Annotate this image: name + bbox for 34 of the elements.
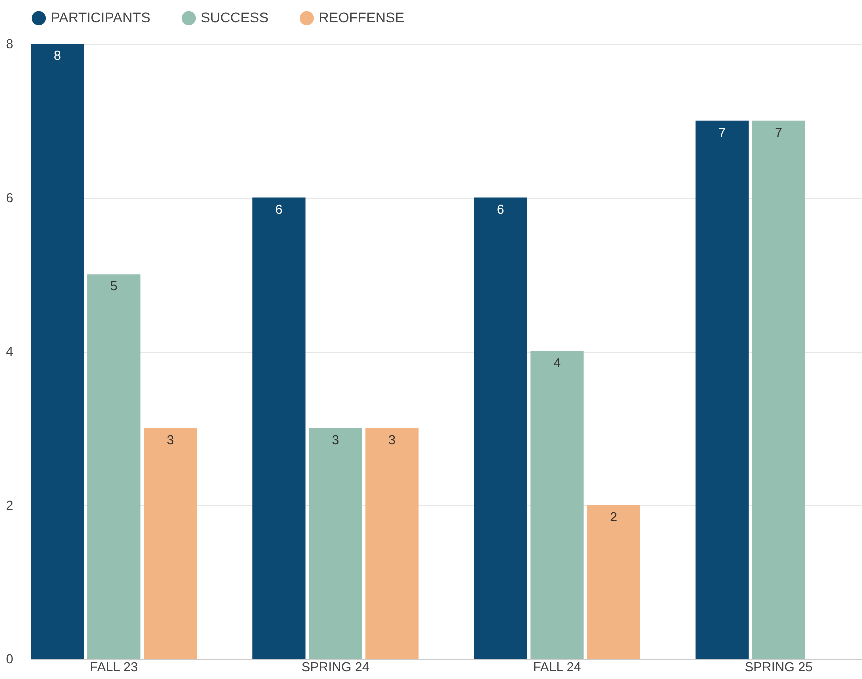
bar bbox=[366, 428, 419, 659]
data-label: 3 bbox=[332, 432, 340, 448]
bar bbox=[31, 44, 84, 659]
data-label: 6 bbox=[497, 202, 504, 217]
data-label: 2 bbox=[610, 509, 618, 524]
legend-label: PARTICIPANTS bbox=[51, 9, 151, 26]
x-tick-label: FALL 23 bbox=[90, 660, 138, 674]
bar bbox=[587, 505, 640, 659]
y-tick-label: 4 bbox=[6, 344, 14, 359]
legend-label: REOFFENSE bbox=[319, 9, 405, 26]
x-tick-label: FALL 24 bbox=[533, 660, 582, 674]
bar bbox=[88, 274, 141, 659]
x-tick-label: SPRING 24 bbox=[302, 660, 370, 674]
data-label: 3 bbox=[167, 432, 174, 448]
bar bbox=[696, 120, 749, 659]
y-tick-label: 2 bbox=[6, 498, 14, 513]
data-label: 5 bbox=[110, 278, 118, 294]
data-label: 6 bbox=[276, 202, 283, 217]
bar bbox=[252, 198, 306, 659]
legend-label: SUCCESS bbox=[201, 9, 269, 26]
bar bbox=[474, 198, 528, 659]
y-tick-label: 8 bbox=[6, 36, 14, 52]
data-label: 4 bbox=[554, 356, 561, 370]
bar bbox=[530, 352, 584, 659]
data-label: 3 bbox=[388, 432, 396, 448]
bar bbox=[144, 428, 198, 659]
data-label: 7 bbox=[775, 124, 783, 140]
y-tick-label: 0 bbox=[6, 652, 14, 666]
data-label: 8 bbox=[54, 48, 62, 63]
bar bbox=[752, 120, 806, 659]
y-tick-label: 6 bbox=[6, 190, 14, 206]
x-tick-label: SPRING 25 bbox=[744, 660, 813, 674]
data-label: 7 bbox=[718, 124, 726, 140]
bar bbox=[309, 428, 362, 659]
